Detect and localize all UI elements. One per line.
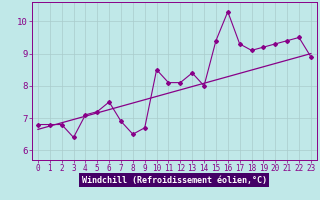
X-axis label: Windchill (Refroidissement éolien,°C): Windchill (Refroidissement éolien,°C) (82, 176, 267, 185)
